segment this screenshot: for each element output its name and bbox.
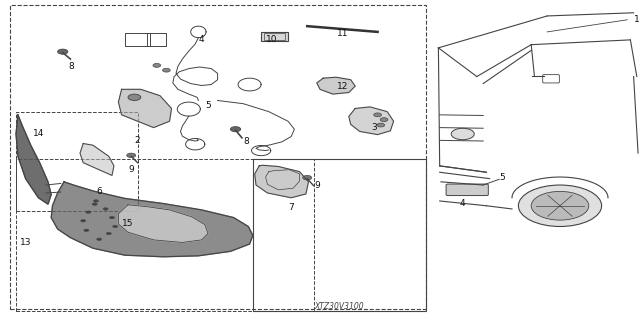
Polygon shape	[317, 77, 355, 94]
Polygon shape	[266, 170, 300, 190]
Text: 7: 7	[289, 203, 294, 212]
Text: 14: 14	[33, 130, 44, 138]
Circle shape	[303, 175, 312, 180]
Text: 8: 8	[244, 137, 249, 146]
Text: 12: 12	[337, 82, 348, 91]
Polygon shape	[16, 115, 51, 204]
Polygon shape	[51, 182, 253, 257]
Text: 6: 6	[97, 187, 102, 196]
Polygon shape	[80, 144, 114, 175]
Circle shape	[113, 225, 118, 228]
Text: 4: 4	[460, 199, 465, 208]
Text: 10: 10	[266, 35, 278, 44]
Circle shape	[451, 128, 474, 140]
Circle shape	[380, 118, 388, 122]
Circle shape	[103, 208, 108, 210]
Circle shape	[84, 229, 89, 232]
Circle shape	[230, 127, 241, 132]
Polygon shape	[118, 89, 172, 128]
Bar	[16, 160, 314, 311]
Polygon shape	[255, 165, 308, 198]
Text: 9: 9	[129, 165, 134, 174]
Polygon shape	[349, 107, 394, 135]
Circle shape	[86, 211, 91, 213]
Circle shape	[128, 94, 141, 100]
Text: XTZ30V3100: XTZ30V3100	[314, 302, 364, 311]
Circle shape	[81, 219, 86, 222]
Circle shape	[93, 200, 99, 202]
Circle shape	[109, 216, 115, 219]
Circle shape	[374, 113, 381, 117]
Text: 5: 5	[205, 101, 211, 110]
Circle shape	[58, 49, 68, 54]
Text: 9: 9	[314, 181, 319, 189]
Circle shape	[92, 203, 97, 205]
Text: 5: 5	[500, 173, 505, 182]
Bar	[16, 112, 138, 211]
Circle shape	[377, 123, 385, 127]
Bar	[10, 5, 426, 309]
Text: 15: 15	[122, 219, 134, 228]
Text: 11: 11	[337, 29, 348, 38]
Text: 2: 2	[135, 136, 140, 145]
Text: 4: 4	[199, 35, 204, 44]
Circle shape	[153, 63, 161, 67]
Bar	[264, 33, 285, 40]
Text: 1: 1	[634, 15, 639, 24]
Circle shape	[163, 68, 170, 72]
Bar	[261, 32, 288, 41]
Polygon shape	[118, 205, 208, 242]
Circle shape	[127, 153, 136, 158]
Bar	[253, 160, 426, 311]
Text: 8: 8	[69, 63, 74, 71]
Text: 3: 3	[372, 123, 377, 132]
Circle shape	[518, 185, 602, 226]
Text: 13: 13	[20, 238, 31, 247]
Circle shape	[106, 232, 111, 235]
Circle shape	[97, 238, 102, 241]
Circle shape	[531, 191, 589, 220]
FancyBboxPatch shape	[446, 184, 488, 196]
